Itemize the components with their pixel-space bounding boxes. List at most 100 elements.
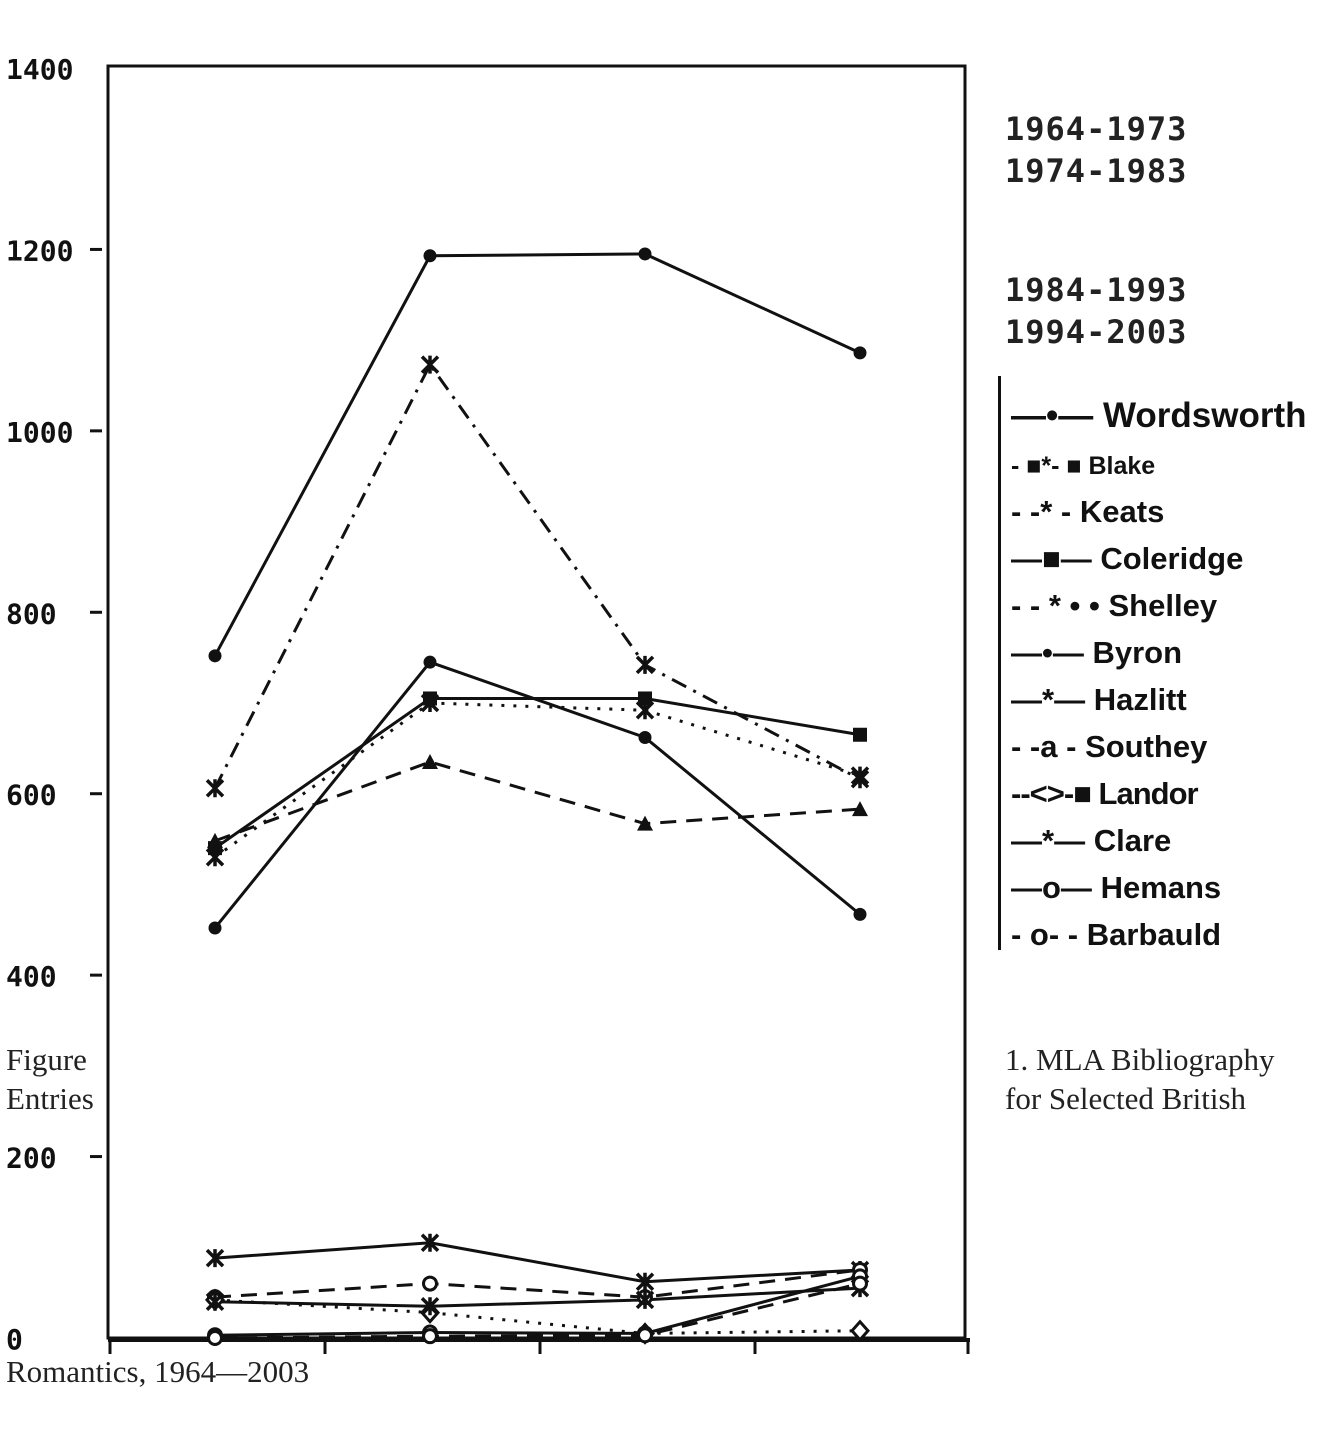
legend-item-clare: —*— Clare (1011, 823, 1171, 859)
legend-item-coleridge: —■— Coleridge (1011, 541, 1243, 577)
plot-border (106, 64, 967, 1340)
caption-line: for Selected British (1005, 1081, 1247, 1116)
y-tick-label: 1200 (6, 234, 73, 267)
period-label-3: 1984-1993 (1005, 271, 1188, 309)
y-tick-label: 0 (6, 1323, 23, 1356)
legend-label: Hemans (1100, 870, 1222, 905)
data-point-shelley (852, 801, 868, 817)
series-line-keats (214, 701, 861, 859)
legend-item-blake: - ■*- ■ Blake (1011, 452, 1155, 481)
data-point-byron (423, 655, 437, 669)
legend-marker: —*— (1011, 823, 1086, 858)
y-axis: 0 200 400 600 800 1000 1200 1400 (6, 53, 102, 1356)
caption-left: Figure Entries (6, 1040, 94, 1118)
period-label-1: 1964-1973 (1005, 110, 1188, 148)
data-point-coleridge (853, 727, 867, 742)
y-tick-label: 400 (6, 960, 57, 993)
series-line-hazlitt (214, 1241, 861, 1284)
series-line-clare (214, 1286, 861, 1308)
series-line-blake (213, 361, 861, 789)
data-point-barbauld (422, 1328, 438, 1345)
series-line-shelley (214, 760, 861, 843)
data-point-coleridge (638, 691, 652, 706)
legend-label: Barbauld (1086, 917, 1222, 952)
caption-right: 1. MLA Bibliography for Selected British (1005, 1040, 1275, 1118)
data-point-barbauld (637, 1327, 653, 1344)
series-markers (204, 247, 871, 1346)
series-line-wordsworth (213, 252, 861, 657)
y-tick-label: 1000 (6, 416, 73, 449)
data-point-barbauld (207, 1330, 223, 1346)
legend-label: Southey (1085, 729, 1208, 764)
data-point-southey (422, 1275, 438, 1292)
legend-item-hemans: —o— Hemans (1011, 870, 1221, 906)
legend-item-byron: —•— Byron (1011, 635, 1182, 671)
caption-line: Entries (6, 1081, 94, 1116)
series-line-byron (213, 660, 861, 929)
data-point-hazlitt (635, 1272, 655, 1291)
legend-label: Hazlitt (1093, 682, 1187, 717)
legend-marker: - ■*- ■ (1011, 452, 1082, 480)
legend-label: Clare (1093, 823, 1172, 858)
legend-marker: —•— (1011, 635, 1084, 670)
caption-bottom: Romantics, 1964—2003 (6, 1354, 310, 1389)
legend-marker: --<>-■ (1011, 776, 1092, 811)
data-point-barbauld (852, 1275, 868, 1292)
legend-item-wordsworth: —•— Wordsworth (1011, 396, 1307, 436)
legend-item-southey: - -a - Southey (1011, 729, 1207, 765)
series-line-hemans (214, 1274, 861, 1337)
data-point-wordsworth (208, 649, 222, 663)
data-point-byron (853, 907, 867, 921)
data-point-hazlitt (420, 1233, 440, 1252)
data-point-shelley (207, 832, 223, 848)
data-point-clare (635, 1290, 655, 1310)
series-line-barbauld (214, 1282, 861, 1340)
data-point-shelley (637, 815, 653, 831)
legend-marker: - -a - (1011, 729, 1077, 764)
data-point-keats (850, 766, 870, 785)
legend-marker: —o— (1011, 870, 1092, 905)
legend-item-landor: --<>-■ Landor (1011, 776, 1199, 812)
legend-item-keats: - -* - Keats (1011, 494, 1164, 530)
legend-item-barbauld: - o- - Barbauld (1011, 917, 1221, 953)
y-tick-label: 600 (6, 779, 57, 812)
legend-label: Blake (1088, 452, 1156, 480)
data-point-hazlitt (205, 1248, 225, 1268)
data-point-clare (205, 1292, 225, 1311)
legend-item-hazlitt: —*— Hazlitt (1011, 682, 1187, 718)
legend-marker: - -* - (1011, 494, 1072, 529)
legend-item-shelley: - - * • • Shelley (1011, 588, 1217, 624)
data-point-wordsworth (423, 249, 437, 263)
plot-frame (106, 64, 970, 1354)
data-point-shelley (422, 753, 438, 769)
y-tick-label: 200 (6, 1142, 57, 1175)
series-lines (213, 252, 861, 1340)
legend-label: Landor (1098, 776, 1199, 811)
legend-marker: —■— (1011, 541, 1092, 576)
legend-label: Byron (1092, 635, 1183, 670)
data-point-byron (638, 730, 652, 744)
data-point-wordsworth (638, 247, 652, 261)
y-tick-label: 800 (6, 597, 57, 630)
data-point-blake (205, 779, 225, 798)
y-tick-label: 1400 (6, 53, 73, 86)
legend-marker: —•— (1011, 396, 1094, 435)
series-line-southey (214, 1268, 861, 1299)
series-line-coleridge (214, 696, 861, 850)
period-label-4: 1994-2003 (1005, 313, 1188, 351)
legend-marker: —*— (1011, 682, 1086, 717)
caption-line: Figure (6, 1042, 87, 1077)
legend-label: Coleridge (1100, 541, 1244, 576)
caption-line: 1. MLA Bibliography (1005, 1042, 1275, 1077)
legend-label: Shelley (1108, 588, 1218, 623)
legend-marker: - o- - (1011, 917, 1079, 952)
data-point-blake (420, 355, 440, 374)
data-point-wordsworth (853, 346, 867, 360)
legend-marker: - - * • • (1011, 588, 1100, 623)
legend: —•— Wordsworth - ■*- ■ Blake - -* - Keat… (998, 376, 1321, 953)
data-point-clare (420, 1297, 440, 1316)
legend-label: Keats (1079, 494, 1165, 529)
data-point-byron (208, 921, 222, 935)
data-point-coleridge (423, 691, 437, 706)
